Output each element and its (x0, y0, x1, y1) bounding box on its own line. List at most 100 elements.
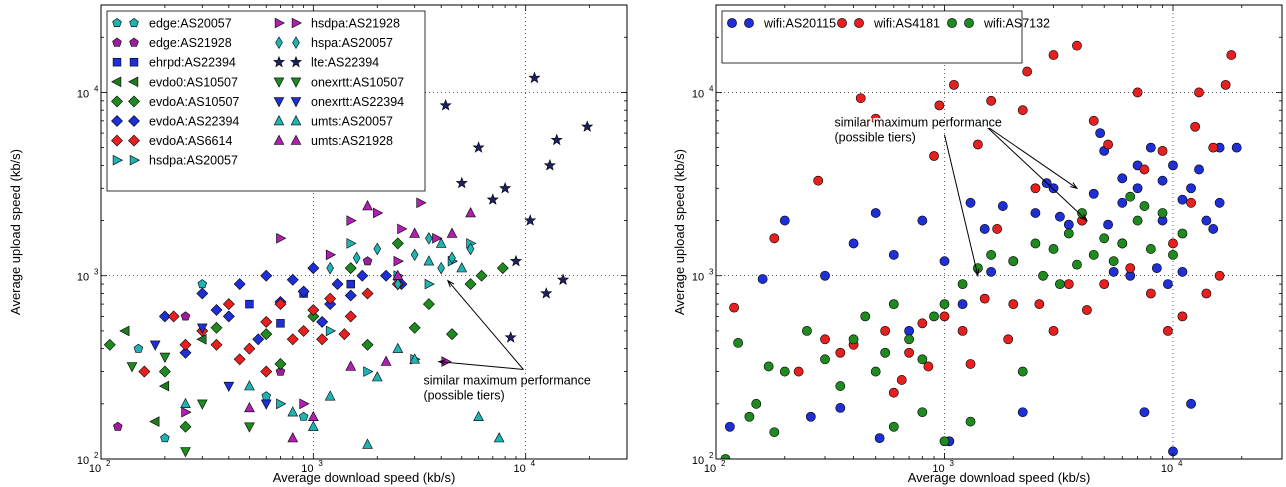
legend-marker (272, 55, 286, 68)
data-point (499, 181, 512, 194)
right-scatter-plot: 10 2 10 3 10 4 10 2 10 3 10 4 Average download speed… (672, 4, 1283, 485)
data-point (1177, 311, 1188, 322)
data-point (160, 433, 170, 443)
data-point (904, 347, 914, 358)
series-onexrtt-as22394 (149, 323, 272, 410)
x-tick-label-exponent: 3 (949, 459, 954, 468)
data-point (1220, 79, 1231, 90)
data-point (455, 176, 468, 189)
data-point (287, 432, 299, 443)
data-point (1022, 66, 1033, 77)
legend-marker (112, 37, 122, 47)
legend-label: wifi:AS20115 (763, 17, 836, 31)
data-point (957, 325, 968, 336)
legend-marker (273, 115, 285, 126)
legend-entry: hspa:AS20057 (275, 36, 393, 50)
data-point (371, 371, 383, 382)
data-point (308, 410, 319, 422)
x-tick-label: 10 (89, 463, 101, 475)
data-point (260, 399, 272, 410)
data-point (528, 71, 541, 84)
data-point (1017, 366, 1028, 377)
data-point (394, 277, 402, 291)
data-point (543, 159, 556, 171)
data-point (769, 233, 780, 244)
data-point (180, 447, 191, 458)
data-point (1177, 266, 1188, 277)
data-point (197, 279, 208, 289)
legend-label: edge:AS21928 (149, 36, 232, 50)
data-point (422, 298, 435, 311)
legend-marker (129, 18, 139, 28)
series-evdoa-as22394 (158, 262, 408, 359)
legend-label: wifi:AS7132 (983, 17, 1050, 31)
legend-marker (291, 17, 302, 29)
data-point (1194, 164, 1204, 175)
y-tick-label-exponent: 3 (94, 268, 99, 277)
data-point (159, 352, 171, 363)
series-evdoa-as6614 (138, 278, 404, 378)
y-tick-label: 10 (77, 88, 89, 100)
data-point (793, 366, 804, 377)
data-point (363, 366, 374, 377)
data-point (733, 337, 744, 348)
data-point (896, 375, 907, 385)
data-point (393, 255, 404, 267)
data-point (307, 310, 320, 323)
data-point (260, 315, 273, 328)
data-point (307, 262, 320, 275)
data-point (1038, 270, 1048, 281)
data-point (113, 421, 123, 431)
data-point (276, 398, 287, 410)
data-point (344, 289, 357, 302)
data-point (870, 113, 881, 124)
series-hspa-as20057 (326, 232, 475, 291)
data-point (1048, 50, 1059, 60)
data-point (245, 299, 254, 309)
data-point (1117, 197, 1128, 208)
data-point (1177, 228, 1188, 239)
data-point (556, 273, 570, 286)
data-point (1194, 87, 1204, 98)
data-point (874, 433, 885, 444)
data-point (1095, 128, 1106, 139)
legend-entry: evdoA:AS22394 (111, 115, 239, 129)
legend-marker (274, 17, 285, 29)
legend-label: evdoA:AS22394 (149, 115, 239, 129)
series-edge-as21928 (113, 256, 373, 431)
data-point (464, 278, 477, 291)
data-point (392, 269, 404, 280)
data-point (1088, 188, 1099, 199)
data-point (1030, 183, 1041, 194)
data-point (1108, 256, 1119, 267)
data-point (1162, 279, 1173, 290)
series-edge-as20057 (133, 279, 309, 443)
legend-label: edge:AS20057 (149, 17, 232, 31)
data-point (813, 175, 824, 186)
data-point (179, 420, 192, 433)
legend-marker (128, 76, 139, 88)
data-point (939, 311, 950, 322)
x-tick-label-exponent: 3 (318, 459, 323, 468)
data-point (992, 224, 1003, 234)
data-point (158, 310, 171, 323)
data-point (466, 242, 475, 256)
data-point (308, 420, 319, 431)
data-point (356, 269, 369, 282)
data-point (346, 279, 355, 289)
y-tick-label-exponent: 3 (709, 268, 714, 277)
data-point (380, 269, 393, 282)
data-point (1034, 299, 1045, 310)
data-point (287, 406, 299, 417)
data-point (316, 333, 329, 346)
data-point (1055, 279, 1065, 290)
data-point (409, 353, 420, 364)
data-point (1088, 249, 1099, 260)
plot-frame (100, 4, 628, 460)
legend: wifi:AS20115 wifi:AS4181 wifi:AS7132 (721, 10, 1050, 64)
series-wifi-as7132 (720, 191, 1188, 459)
data-point (1072, 40, 1082, 51)
data-point (820, 354, 830, 365)
y-tick-label-exponent: 2 (94, 451, 99, 460)
data-point (260, 269, 273, 282)
